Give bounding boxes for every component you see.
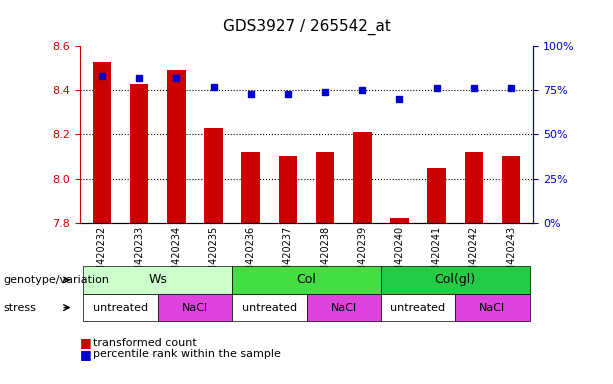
Text: percentile rank within the sample: percentile rank within the sample (93, 349, 281, 359)
Text: Col: Col (297, 273, 316, 286)
Bar (130, 84, 148, 223)
Bar (353, 132, 371, 223)
Text: Ws: Ws (148, 273, 167, 286)
Bar (427, 167, 446, 223)
Bar (316, 152, 334, 223)
Text: ■: ■ (80, 348, 91, 361)
Bar (167, 70, 186, 223)
Text: genotype/variation: genotype/variation (3, 275, 109, 285)
Text: stress: stress (3, 303, 36, 313)
Bar (390, 218, 409, 223)
Text: ■: ■ (80, 336, 91, 349)
Text: NaCl: NaCl (330, 303, 357, 313)
Text: NaCl: NaCl (479, 303, 506, 313)
Text: NaCl: NaCl (182, 303, 208, 313)
Bar (93, 61, 112, 223)
Bar (501, 157, 520, 223)
Text: untreated: untreated (390, 303, 446, 313)
Text: transformed count: transformed count (93, 338, 197, 348)
Bar (204, 128, 223, 223)
Text: untreated: untreated (93, 303, 148, 313)
Bar (242, 152, 260, 223)
Text: GDS3927 / 265542_at: GDS3927 / 265542_at (223, 19, 390, 35)
Text: untreated: untreated (242, 303, 297, 313)
Bar (465, 152, 483, 223)
Bar (279, 157, 297, 223)
Text: Col(gl): Col(gl) (435, 273, 476, 286)
